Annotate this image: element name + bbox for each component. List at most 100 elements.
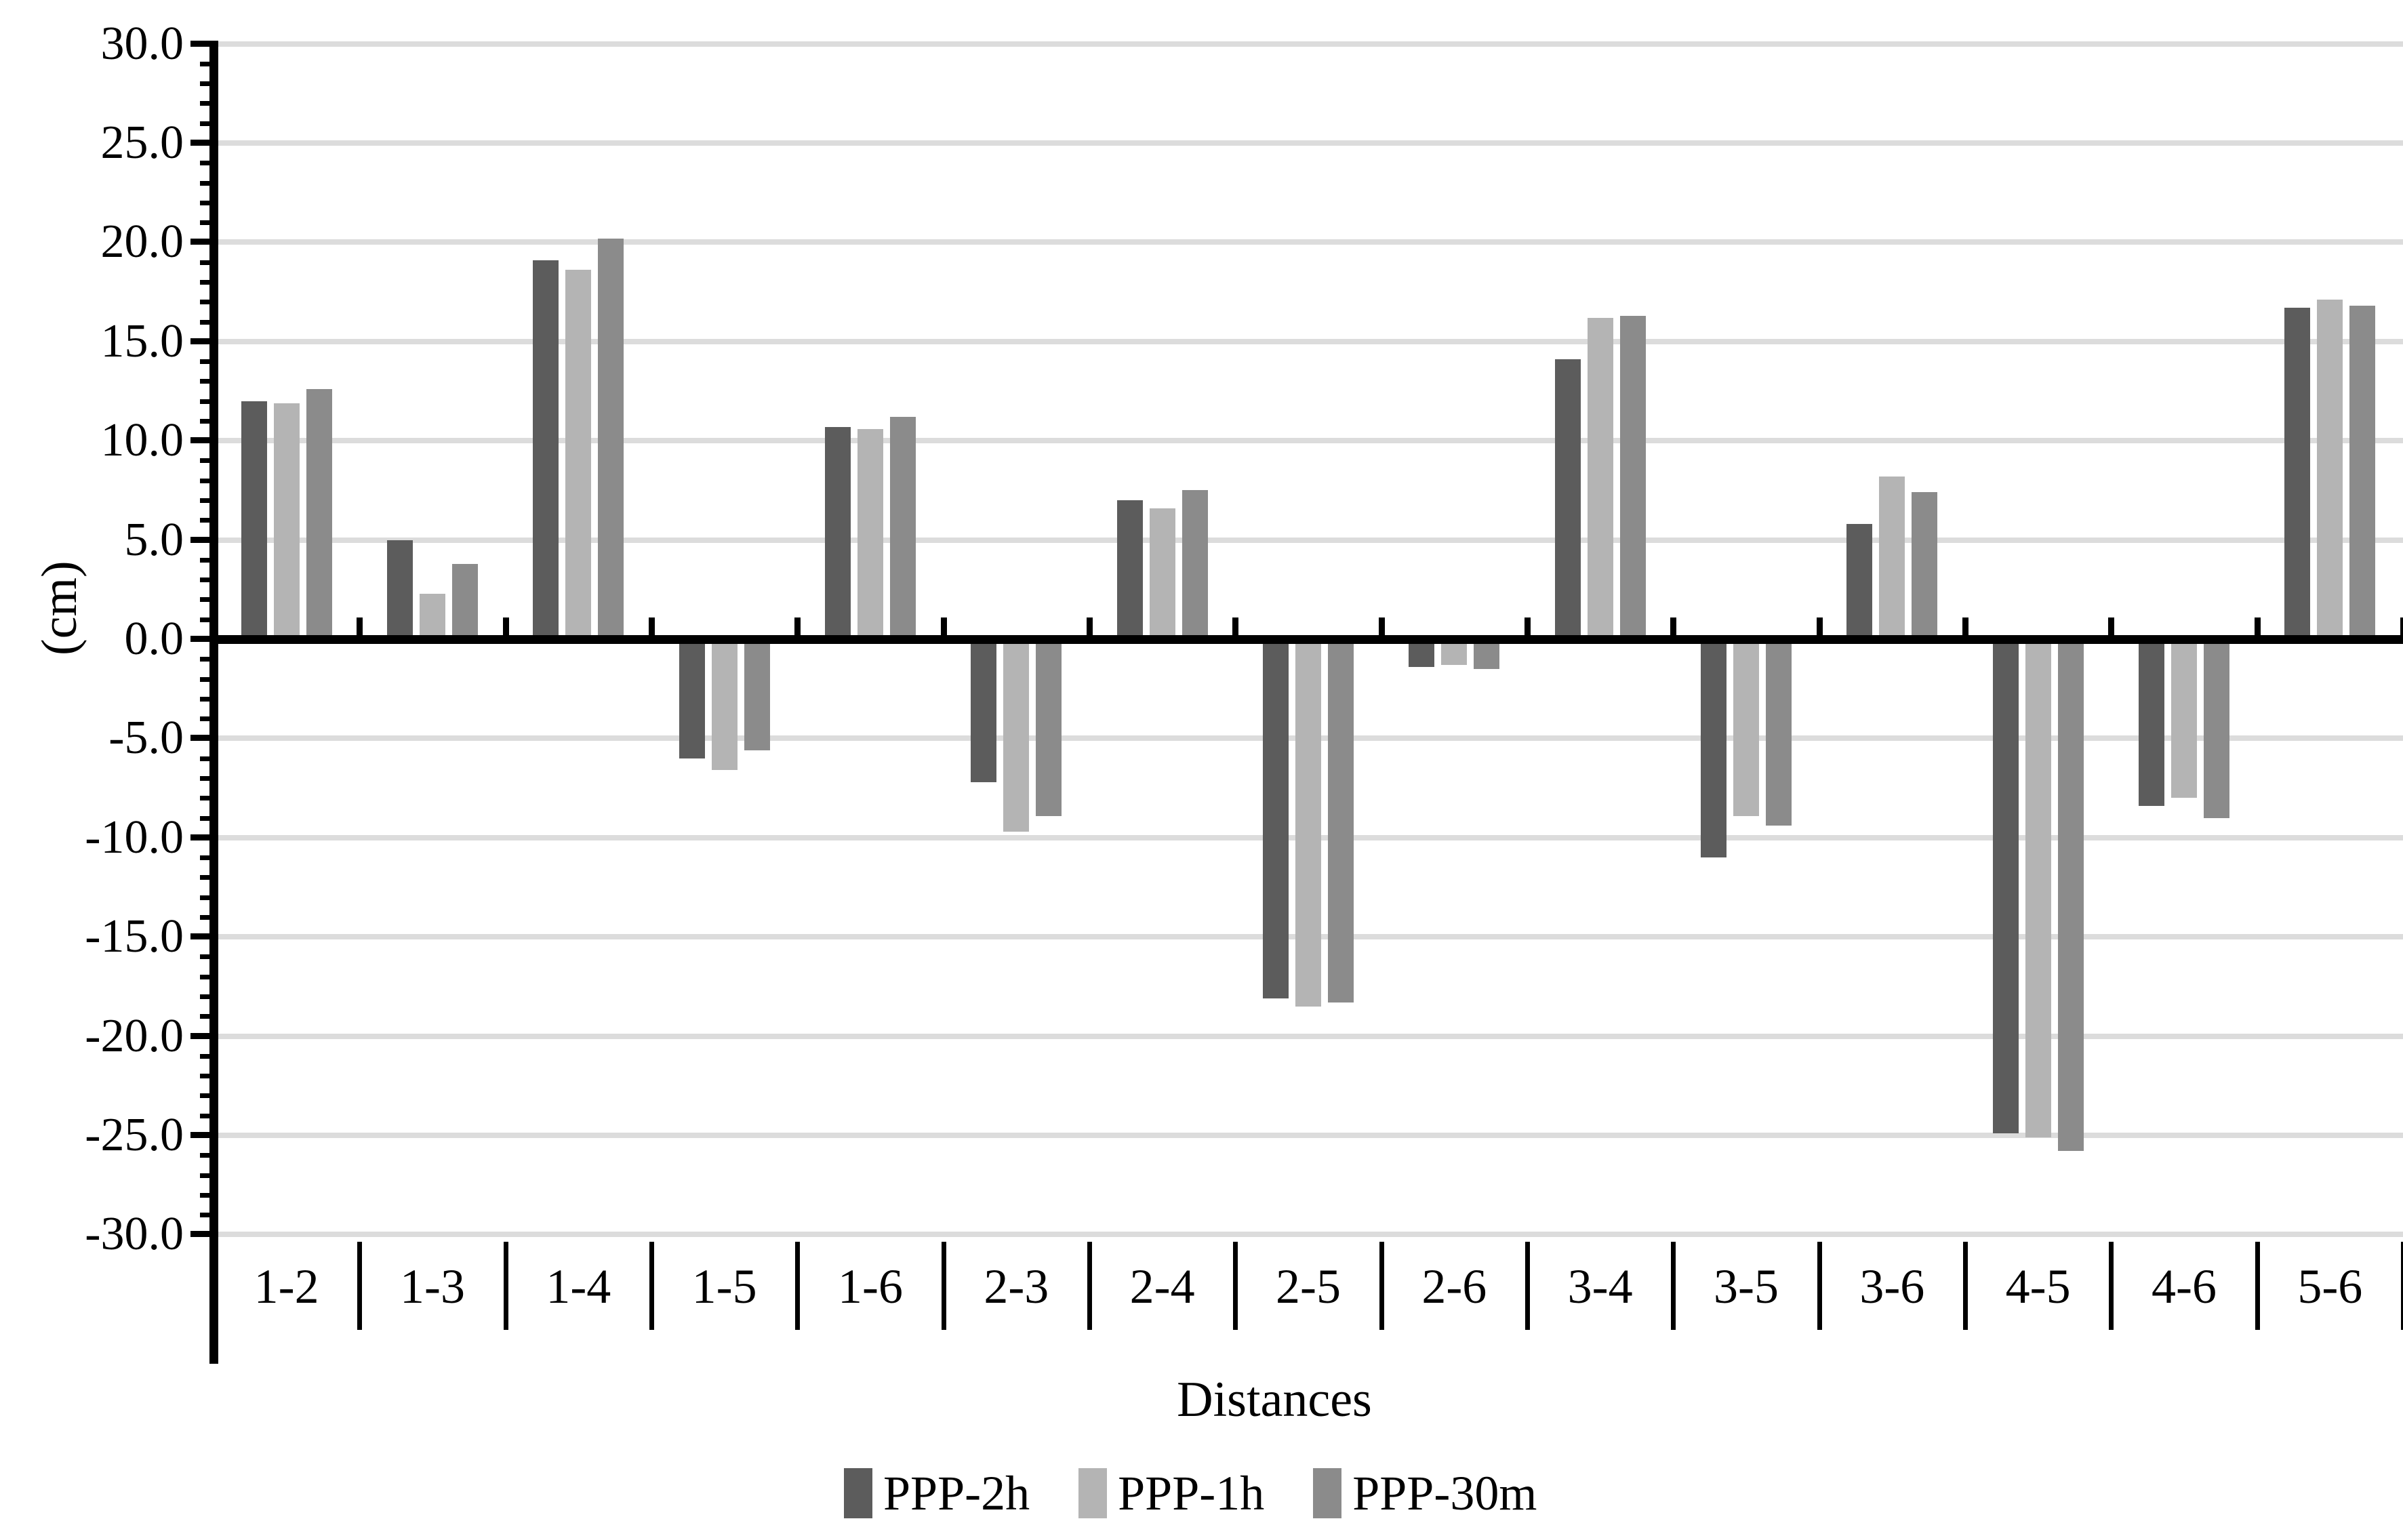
- y-axis-minor-tick: [200, 279, 214, 285]
- y-axis-minor-tick: [200, 1213, 214, 1218]
- category-label-2-4: 2-4: [1129, 1259, 1195, 1314]
- y-axis-minor-tick: [200, 458, 214, 464]
- bar-PPP-1h-1-5: [711, 639, 738, 771]
- legend-swatch-icon: [1313, 1468, 1342, 1518]
- y-axis-minor-tick: [200, 359, 214, 365]
- y-axis-minor-tick: [200, 855, 214, 861]
- y-axis-minor-tick: [200, 756, 214, 761]
- y-axis-minor-tick: [200, 895, 214, 900]
- bar-PPP-1h-1-3: [420, 593, 445, 639]
- category-separator: [2255, 1242, 2260, 1330]
- x-axis-tick: [1962, 617, 1968, 635]
- category-label-3-4: 3-4: [1567, 1259, 1633, 1314]
- y-axis-minor-tick: [200, 657, 214, 662]
- y-axis-minor-tick: [200, 974, 214, 979]
- y-axis-tick-label: 5.0: [124, 513, 184, 566]
- category-separator: [941, 1242, 946, 1330]
- y-axis-tick-label: -25.0: [85, 1109, 184, 1161]
- category-label-3-5: 3-5: [1714, 1259, 1779, 1314]
- category-separator: [795, 1242, 801, 1330]
- x-axis-tick: [1087, 617, 1093, 635]
- gridline: [214, 438, 2403, 444]
- category-separator: [1817, 1242, 1822, 1330]
- x-axis-tick: [1232, 617, 1239, 635]
- category-label-4-6: 4-6: [2152, 1259, 2217, 1314]
- y-axis-minor-tick: [200, 914, 214, 920]
- gridline: [214, 41, 2403, 47]
- category-separator: [357, 1242, 363, 1330]
- y-axis-minor-tick: [200, 498, 214, 504]
- y-axis-major-tick: [190, 1032, 214, 1039]
- category-label-1-2: 1-2: [254, 1259, 319, 1314]
- x-axis-tick: [1378, 617, 1385, 635]
- x-axis-tick: [649, 617, 655, 635]
- y-axis-major-tick: [190, 140, 214, 146]
- x-axis-tick: [502, 617, 509, 635]
- y-axis-minor-tick: [200, 875, 214, 880]
- y-axis-minor-tick: [200, 775, 214, 781]
- bar-PPP-30m-3-5: [1766, 639, 1792, 826]
- bar-PPP-30m-1-6: [890, 417, 916, 639]
- y-axis-minor-tick: [200, 319, 214, 325]
- y-axis-major-tick: [190, 735, 214, 742]
- y-axis-minor-tick: [200, 200, 214, 205]
- y-axis-tick-label: 20.0: [100, 216, 184, 268]
- y-axis-minor-tick: [200, 578, 214, 583]
- legend: PPP-2h PPP-1h PPP-30m: [844, 1468, 1537, 1518]
- gridline: [214, 1133, 2403, 1138]
- bar-PPP-30m-4-5: [2057, 639, 2084, 1152]
- category-separator: [1671, 1242, 1676, 1330]
- y-axis-minor-tick: [200, 61, 214, 66]
- bar-PPP-2h-1-2: [241, 401, 267, 639]
- bar-PPP-30m-1-4: [598, 238, 624, 639]
- y-axis-major-tick: [190, 1231, 214, 1238]
- y-axis-minor-tick: [200, 1053, 214, 1059]
- y-axis-minor-tick: [200, 1074, 214, 1079]
- bar-PPP-2h-3-6: [1846, 524, 1873, 639]
- y-axis-minor-tick: [200, 180, 214, 186]
- bar-PPP-30m-5-6: [2349, 306, 2376, 639]
- x-axis-tick: [940, 617, 947, 635]
- category-separator: [649, 1242, 654, 1330]
- y-axis-minor-tick: [200, 1153, 214, 1158]
- bar-PPP-1h-2-5: [1295, 639, 1321, 1007]
- y-axis-tick-label: 30.0: [100, 17, 184, 70]
- y-axis-minor-tick: [200, 597, 214, 603]
- y-axis-minor-tick: [200, 260, 214, 265]
- y-axis-major-tick: [190, 239, 214, 245]
- category-label-1-4: 1-4: [546, 1259, 611, 1314]
- bar-PPP-1h-5-6: [2317, 300, 2343, 639]
- x-axis-tick: [211, 617, 217, 635]
- y-axis-minor-tick: [200, 81, 214, 87]
- bar-PPP-2h-3-5: [1701, 639, 1726, 858]
- category-separator: [1087, 1242, 1092, 1330]
- y-axis-minor-tick: [200, 796, 214, 801]
- bar-PPP-2h-3-4: [1554, 359, 1581, 639]
- y-axis-tick-label: -5.0: [108, 712, 184, 765]
- x-axis-tick: [794, 617, 801, 635]
- bar-PPP-2h-1-6: [825, 426, 851, 639]
- gridline: [214, 537, 2403, 543]
- x-axis-tick: [2108, 617, 2115, 635]
- gridline: [214, 1232, 2403, 1238]
- y-axis-minor-tick: [200, 1113, 214, 1118]
- bar-PPP-1h-1-6: [857, 428, 883, 639]
- bar-PPP-30m-1-3: [452, 563, 478, 639]
- y-axis-minor-tick: [200, 716, 214, 722]
- y-axis-tick-label: -15.0: [85, 910, 184, 963]
- bar-PPP-30m-3-6: [1912, 492, 1938, 639]
- gridline: [214, 1033, 2403, 1039]
- bar-PPP-2h-4-5: [1992, 639, 2019, 1134]
- y-axis-minor-tick: [200, 954, 214, 960]
- gridline: [214, 338, 2403, 344]
- bar-PPP-1h-3-6: [1879, 476, 1905, 639]
- legend-swatch-icon: [1078, 1468, 1108, 1518]
- bar-PPP-2h-1-3: [387, 540, 413, 639]
- legend-label: PPP-1h: [1118, 1466, 1265, 1520]
- y-axis-minor-tick: [200, 815, 214, 821]
- legend-item-PPP-1h: PPP-1h: [1078, 1468, 1264, 1518]
- bar-PPP-1h-3-4: [1587, 317, 1613, 639]
- y-axis-minor-tick: [200, 1014, 214, 1019]
- bar-PPP-2h-1-5: [679, 639, 705, 758]
